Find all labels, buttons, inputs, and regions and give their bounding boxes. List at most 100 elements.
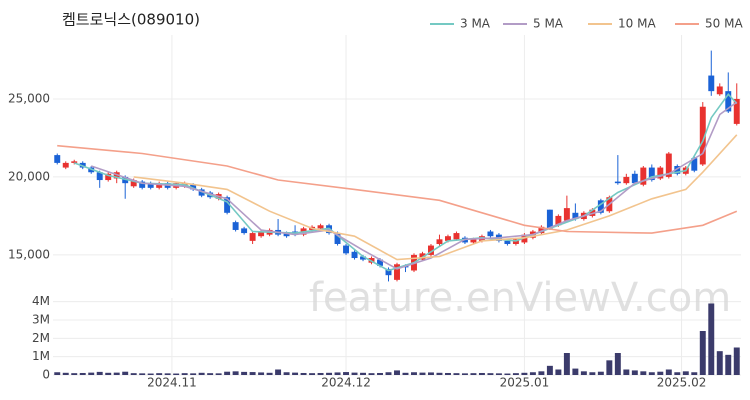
candle-body bbox=[563, 208, 570, 221]
candle-body bbox=[71, 161, 78, 163]
watermark: feature.enViewV.com bbox=[309, 275, 731, 321]
volume-bar bbox=[648, 372, 655, 375]
y-tick-label: 20,000 bbox=[8, 169, 50, 183]
candle-body bbox=[241, 228, 248, 234]
volume-bar bbox=[368, 373, 375, 375]
volume-bar bbox=[394, 370, 400, 375]
price-panel bbox=[53, 35, 741, 290]
candle-body bbox=[130, 180, 137, 187]
candle-body bbox=[283, 233, 290, 237]
volume-bar bbox=[54, 372, 61, 375]
volume-bar bbox=[436, 372, 443, 375]
volume-bar bbox=[96, 371, 103, 375]
candle-body bbox=[139, 181, 146, 188]
candle-body bbox=[538, 226, 545, 234]
legend-label: 5 MA bbox=[533, 17, 564, 31]
candle-body bbox=[453, 233, 460, 240]
x-tick-label: 2025.01 bbox=[500, 376, 550, 390]
volume-bar bbox=[71, 373, 78, 375]
candle-body bbox=[385, 268, 392, 276]
candle-body bbox=[147, 183, 154, 188]
volume-bar bbox=[453, 373, 460, 375]
legend-label: 3 MA bbox=[460, 17, 491, 31]
candle-body bbox=[572, 212, 579, 220]
volume-bar bbox=[538, 371, 545, 375]
candle-body bbox=[725, 91, 732, 112]
volume-bar bbox=[241, 371, 248, 375]
volume-bar bbox=[708, 303, 715, 375]
candle-body bbox=[487, 231, 494, 237]
volume-bar bbox=[164, 373, 171, 375]
volume-bar bbox=[249, 372, 256, 375]
candle-body bbox=[317, 225, 324, 229]
y-tick-label: 25,000 bbox=[8, 91, 50, 105]
volume-bar bbox=[377, 372, 383, 375]
volume-bar bbox=[317, 372, 324, 375]
candle-body bbox=[54, 155, 61, 163]
volume-bar bbox=[309, 373, 316, 375]
legend-label: 50 MA bbox=[705, 17, 743, 31]
volume-bar bbox=[326, 372, 333, 375]
candle-body bbox=[394, 264, 400, 280]
candle-body bbox=[62, 162, 69, 168]
legend-label: 10 MA bbox=[618, 17, 656, 31]
volume-bar bbox=[190, 373, 197, 375]
volume-bar bbox=[385, 372, 392, 375]
volume-bar bbox=[334, 372, 341, 375]
candle-body bbox=[224, 197, 231, 213]
candle-body bbox=[156, 183, 163, 188]
volume-bar bbox=[232, 371, 239, 375]
volume-tick-label: 2M bbox=[32, 331, 50, 345]
volume-bar bbox=[521, 372, 528, 375]
volume-bar bbox=[529, 372, 536, 375]
candle-body bbox=[198, 189, 205, 196]
volume-bar bbox=[614, 353, 621, 375]
volume-bar bbox=[411, 372, 417, 375]
candle-body bbox=[665, 153, 672, 177]
candle-body bbox=[631, 173, 638, 184]
volume-bar bbox=[580, 371, 587, 375]
candle-body bbox=[360, 256, 366, 260]
volume-tick-label: 0 bbox=[42, 368, 50, 382]
candle-body bbox=[657, 167, 664, 179]
volume-bar bbox=[597, 371, 604, 375]
volume-bar bbox=[563, 353, 570, 375]
volume-bar bbox=[105, 372, 112, 375]
candle-body bbox=[351, 251, 358, 259]
candle-body bbox=[190, 184, 197, 190]
ma-line bbox=[133, 134, 738, 261]
volume-bar bbox=[207, 373, 214, 375]
candle-body bbox=[691, 158, 698, 171]
candle-body bbox=[105, 173, 112, 181]
candle-body bbox=[377, 259, 383, 266]
volume-bar bbox=[419, 372, 426, 375]
volume-bar bbox=[665, 369, 672, 375]
volume-bar bbox=[156, 373, 163, 375]
volume-bar bbox=[606, 360, 613, 375]
volume-bar bbox=[495, 373, 502, 375]
candle-body bbox=[640, 167, 647, 185]
candle-body bbox=[597, 200, 604, 213]
volume-bar bbox=[691, 372, 698, 375]
volume-bar bbox=[546, 365, 553, 375]
candle-body bbox=[444, 236, 451, 241]
volume-bar bbox=[79, 372, 86, 375]
volume-bar bbox=[699, 331, 706, 375]
volume-bar bbox=[266, 372, 273, 375]
volume-bar bbox=[283, 372, 290, 375]
candle-body bbox=[428, 245, 434, 255]
volume-bar bbox=[351, 372, 358, 375]
volume-bar bbox=[504, 373, 511, 375]
ma-line bbox=[57, 144, 738, 234]
volume-bar bbox=[88, 372, 95, 375]
candle-body bbox=[716, 86, 723, 95]
candle-body bbox=[343, 245, 350, 254]
volume-bar bbox=[292, 372, 299, 375]
volume-bar bbox=[478, 372, 485, 375]
volume-bar bbox=[589, 372, 596, 375]
volume-bar bbox=[640, 371, 647, 375]
volume-bar bbox=[113, 372, 120, 375]
volume-bar bbox=[725, 354, 732, 375]
volume-bar bbox=[275, 369, 282, 375]
candle-body bbox=[708, 75, 715, 92]
